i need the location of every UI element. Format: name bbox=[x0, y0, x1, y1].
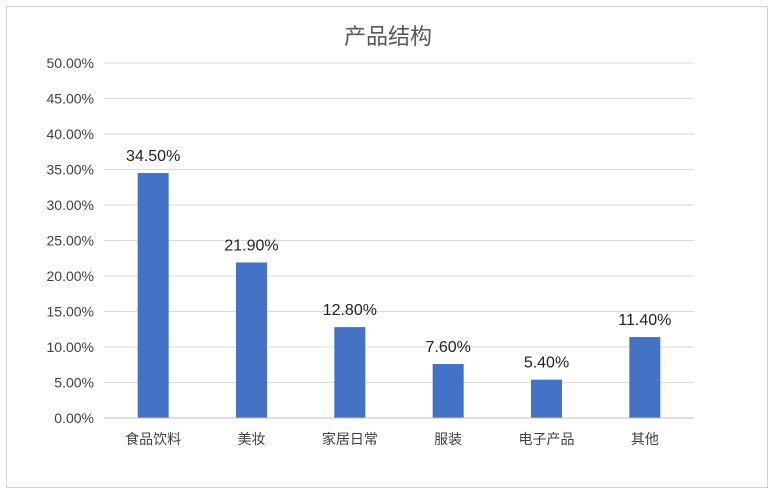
data-label: 21.90% bbox=[224, 238, 278, 255]
x-tick-label: 家居日常 bbox=[322, 431, 378, 448]
y-tick-label: 30.00% bbox=[47, 197, 94, 213]
y-axis-ticks: 0.00% 5.00% 10.00% 15.00% 20.00% 25.00% 30.00%… bbox=[47, 55, 94, 426]
y-tick-label: 50.00% bbox=[47, 55, 94, 71]
y-tick-label: 40.00% bbox=[47, 126, 94, 142]
bar bbox=[334, 327, 366, 418]
data-labels: 34.50% 21.90% 12.80% 7.60% 5.40% 11.40% bbox=[126, 148, 671, 372]
y-tick-label: 35.00% bbox=[47, 162, 94, 178]
bar bbox=[531, 379, 562, 418]
data-label: 11.40% bbox=[618, 312, 671, 329]
x-tick-label: 其他 bbox=[631, 432, 659, 448]
y-tick-label: 0.00% bbox=[54, 410, 94, 426]
y-tick-label: 20.00% bbox=[47, 268, 94, 284]
y-tick-label: 5.00% bbox=[54, 375, 94, 391]
bar bbox=[629, 337, 661, 418]
data-label: 5.40% bbox=[524, 355, 569, 372]
bar bbox=[236, 262, 267, 418]
x-tick-label: 食品饮料 bbox=[125, 431, 181, 448]
x-tick-label: 服装 bbox=[434, 432, 462, 448]
bars bbox=[137, 173, 661, 418]
y-tick-label: 25.00% bbox=[47, 233, 94, 249]
bar bbox=[137, 173, 169, 418]
gridlines bbox=[104, 62, 694, 383]
x-axis-ticks: 食品饮料 美妆 家居日常 服装 电子产品 其他 bbox=[125, 431, 659, 448]
y-tick-label: 15.00% bbox=[47, 304, 94, 320]
x-tick-label: 电子产品 bbox=[519, 432, 575, 448]
data-label: 7.60% bbox=[425, 339, 470, 356]
data-label: 12.80% bbox=[323, 302, 377, 319]
y-tick-label: 10.00% bbox=[47, 339, 94, 355]
y-tick-label: 45.00% bbox=[47, 91, 94, 107]
bar bbox=[432, 364, 464, 418]
chart-title: 产品结构 bbox=[344, 25, 432, 50]
x-tick-label: 美妆 bbox=[238, 432, 266, 448]
data-label: 34.50% bbox=[126, 148, 180, 165]
